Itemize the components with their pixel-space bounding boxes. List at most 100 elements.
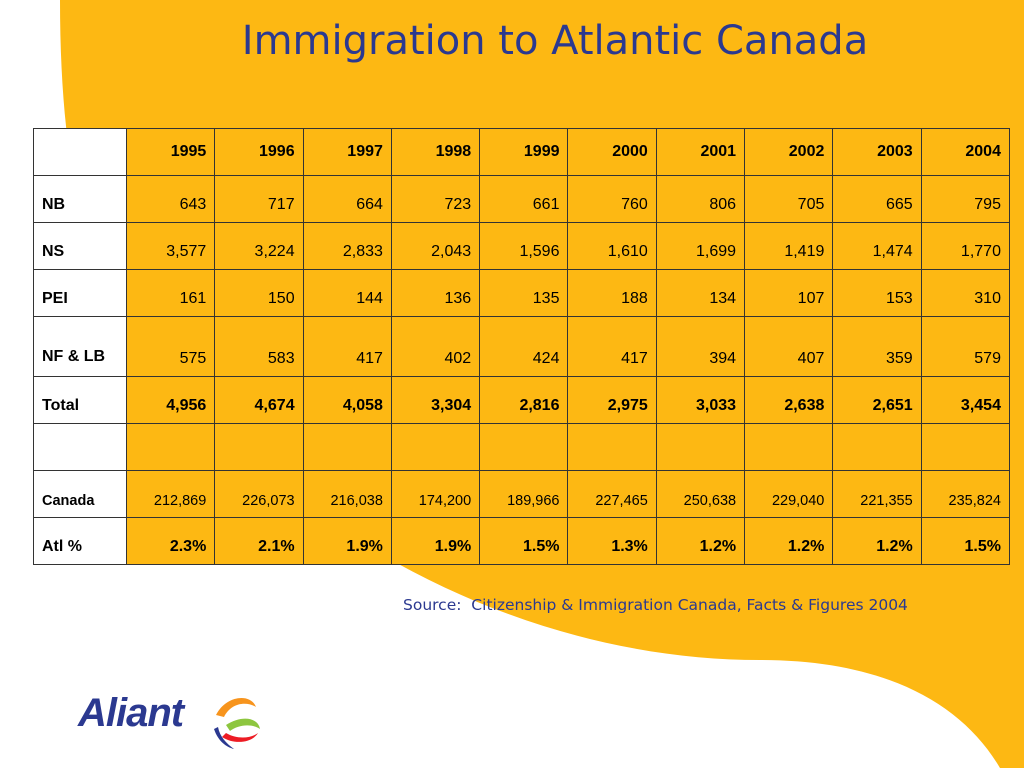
table-cell: 3,454 <box>920 376 1010 424</box>
source-note: Source: Citizenship & Immigration Canada… <box>403 596 908 614</box>
table-cell: 229,040 <box>744 470 834 518</box>
table-cell: 417 <box>567 316 657 377</box>
table-cell: 806 <box>655 175 746 223</box>
table-cell <box>479 423 569 471</box>
row-label: Total <box>33 376 127 424</box>
table-cell: 134 <box>655 269 746 317</box>
table-row: Canada 212,869 226,073 216,038 174,200 189,96… <box>33 470 1010 518</box>
table-cell: 1.2% <box>655 517 746 565</box>
table-cell: 795 <box>920 175 1010 223</box>
column-header-2002: 2002 <box>744 128 834 176</box>
row-label: NB <box>33 175 127 223</box>
table-cell: 227,465 <box>567 470 657 518</box>
table-cell: 2,816 <box>479 376 569 424</box>
table-cell: 226,073 <box>214 470 304 518</box>
table-cell: 2,638 <box>744 376 834 424</box>
table-cell: 161 <box>125 269 216 317</box>
table-cell <box>920 423 1010 471</box>
table-cell: 665 <box>832 175 922 223</box>
column-header-2000: 2000 <box>567 128 657 176</box>
table-cell: 1.2% <box>832 517 922 565</box>
table-cell: 424 <box>479 316 569 377</box>
row-label <box>33 423 127 471</box>
slide-title: Immigration to Atlantic Canada <box>241 18 869 64</box>
row-label: NS <box>33 222 127 270</box>
table-cell: 1,596 <box>479 222 569 270</box>
table-cell: 153 <box>832 269 922 317</box>
table-cell: 1.9% <box>390 517 481 565</box>
table-cell: 3,033 <box>655 376 746 424</box>
table-cell: 3,304 <box>390 376 481 424</box>
table-cell: 717 <box>214 175 304 223</box>
table-cell: 235,824 <box>920 470 1010 518</box>
table-cell: 212,869 <box>125 470 216 518</box>
table-cell: 402 <box>390 316 481 377</box>
table-cell: 583 <box>214 316 304 377</box>
table-cell: 407 <box>744 316 834 377</box>
table-cell: 310 <box>920 269 1010 317</box>
table-cell: 661 <box>479 175 569 223</box>
table-cell: 2.3% <box>125 517 216 565</box>
table-cell <box>832 423 922 471</box>
table-cell: 174,200 <box>390 470 481 518</box>
table-cell: 723 <box>390 175 481 223</box>
table-cell: 188 <box>567 269 657 317</box>
row-label: PEI <box>33 269 127 317</box>
table-cell: 760 <box>567 175 657 223</box>
table-cell: 664 <box>302 175 392 223</box>
table-row: NS 3,577 3,224 2,833 2,043 1,596 1,610 1,699 1,4… <box>33 222 1010 270</box>
column-header-2001: 2001 <box>655 128 746 176</box>
table-cell <box>655 423 746 471</box>
table-cell: 2,833 <box>302 222 392 270</box>
table-cell: 1.3% <box>567 517 657 565</box>
column-header-1998: 1998 <box>390 128 481 176</box>
table-cell: 705 <box>744 175 834 223</box>
table-cell: 3,224 <box>214 222 304 270</box>
table-cell: 1.9% <box>302 517 392 565</box>
table-cell: 394 <box>655 316 746 377</box>
table-cell <box>744 423 834 471</box>
table-cell: 250,638 <box>655 470 746 518</box>
table-cell: 1.2% <box>744 517 834 565</box>
row-label: Atl % <box>33 517 127 565</box>
table-cell <box>390 423 481 471</box>
table-cell: 136 <box>390 269 481 317</box>
table-cell: 1,770 <box>920 222 1010 270</box>
column-header-2003: 2003 <box>832 128 922 176</box>
immigration-table: 1995 1996 1997 1998 1999 2000 2001 2002 2003 2004… <box>33 128 1010 565</box>
table-cell: 4,058 <box>302 376 392 424</box>
table-row: PEI 161 150 144 136 135 188 134 107 153 310 <box>33 269 1010 317</box>
table-cell: 417 <box>302 316 392 377</box>
column-header-2004: 2004 <box>920 128 1010 176</box>
table-cell: 1,699 <box>655 222 746 270</box>
table-cell: 189,966 <box>479 470 569 518</box>
column-header-1999: 1999 <box>479 128 569 176</box>
table-row <box>33 423 1010 471</box>
column-header-1995: 1995 <box>125 128 216 176</box>
column-header-1996: 1996 <box>214 128 304 176</box>
table-cell <box>125 423 216 471</box>
table-cell: 359 <box>832 316 922 377</box>
table-cell: 3,577 <box>125 222 216 270</box>
table-cell <box>567 423 657 471</box>
table-cell <box>214 423 304 471</box>
table-cell: 2.1% <box>214 517 304 565</box>
aliant-logo: Aliant <box>78 685 268 755</box>
logo-wordmark: Aliant <box>78 691 184 735</box>
table-cell: 1,474 <box>832 222 922 270</box>
table-cell: 150 <box>214 269 304 317</box>
logo-swirl-icon <box>214 697 260 749</box>
corner-cell <box>33 128 127 176</box>
table-cell: 1,610 <box>567 222 657 270</box>
header-row: 1995 1996 1997 1998 1999 2000 2001 2002 2003 2004 <box>33 128 1010 176</box>
table-cell: 1,419 <box>744 222 834 270</box>
table-cell: 107 <box>744 269 834 317</box>
table-cell: 2,975 <box>567 376 657 424</box>
table-row: Total 4,956 4,674 4,058 3,304 2,816 2,975 3,033… <box>33 376 1010 424</box>
table-cell: 2,043 <box>390 222 481 270</box>
table-row: Atl % 2.3% 2.1% 1.9% 1.9% 1.5% 1.3% 1.2% 1.2% 1.2… <box>33 517 1010 565</box>
table-cell: 643 <box>125 175 216 223</box>
table-cell: 216,038 <box>302 470 392 518</box>
table-cell: 1.5% <box>920 517 1010 565</box>
row-label: NF & LB <box>33 316 127 377</box>
